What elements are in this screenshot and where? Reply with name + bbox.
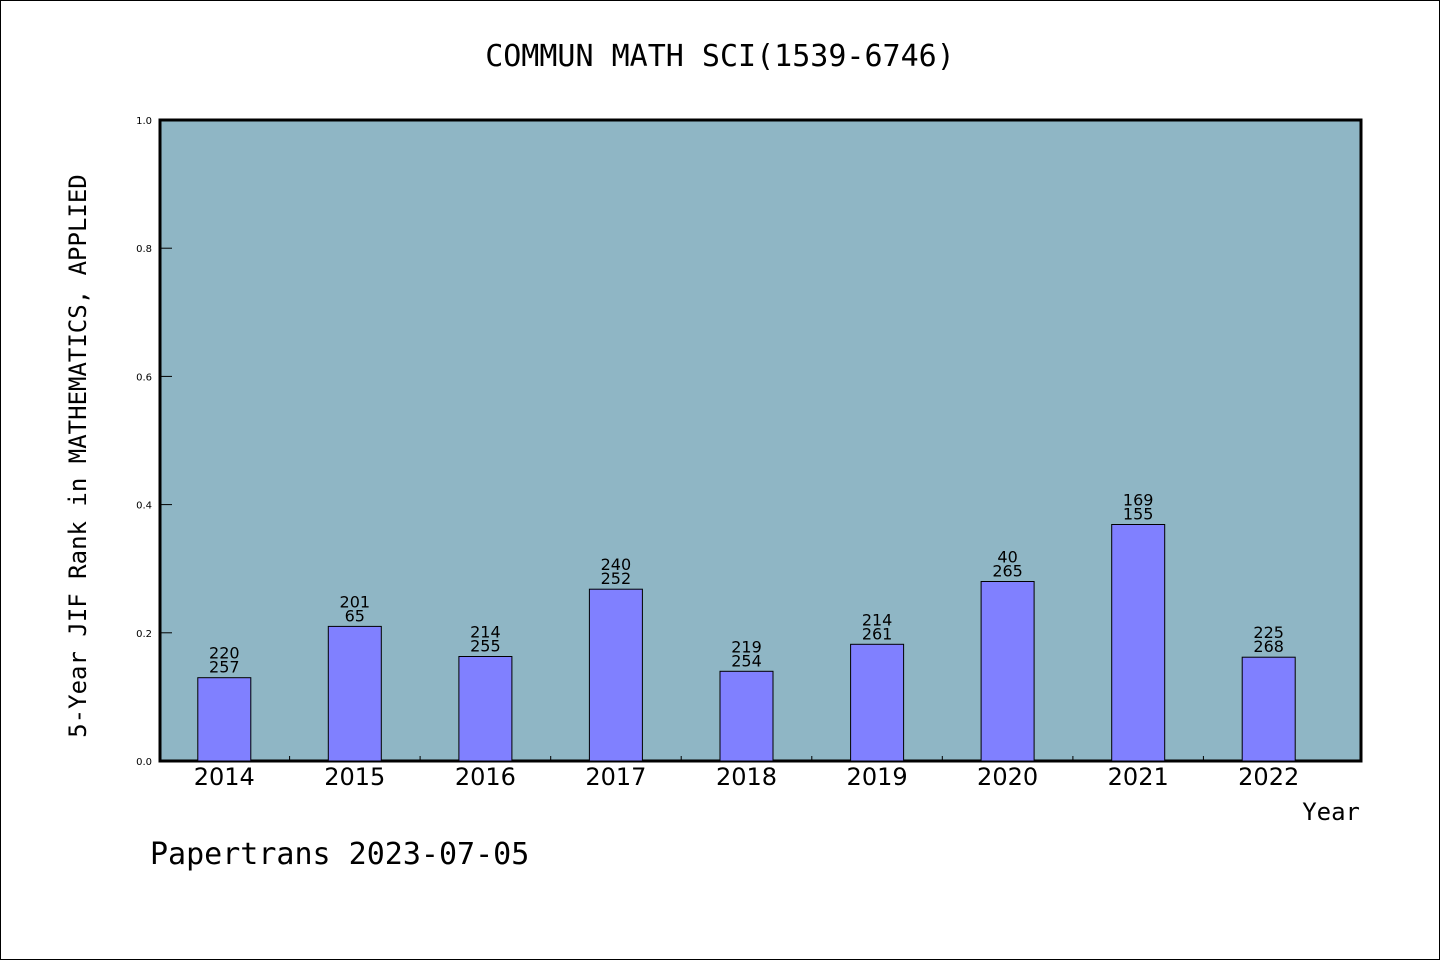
data-labels-group: 2202572016521425524025221925421426140265… bbox=[209, 491, 1284, 677]
data-label-bottom-2019: 261 bbox=[862, 624, 893, 643]
y-tick-label-1.0: 1.0 bbox=[136, 116, 152, 127]
data-label-bottom-2021: 155 bbox=[1123, 505, 1154, 524]
y-tick-label-0.2: 0.2 bbox=[136, 629, 152, 640]
bar-2017 bbox=[588, 588, 643, 762]
data-label-top-2021: 169 bbox=[1123, 491, 1154, 510]
data-label-top-2018: 219 bbox=[731, 637, 762, 656]
x-tick-label-2020: 2020 bbox=[977, 763, 1038, 791]
data-label-bottom-2018: 254 bbox=[731, 651, 762, 670]
y-axis-label: 5-Year JIF Rank in MATHEMATICS, APPLIED bbox=[64, 174, 92, 738]
bar-2015 bbox=[327, 625, 382, 762]
x-tick-label-2014: 2014 bbox=[194, 763, 255, 791]
data-label-bottom-2017: 252 bbox=[601, 569, 632, 588]
bar-2014 bbox=[197, 677, 252, 762]
data-label-top-2014: 220 bbox=[209, 644, 240, 663]
bar-2021 bbox=[1111, 524, 1166, 762]
chart-title: COMMUN MATH SCI(1539-6746) bbox=[485, 39, 955, 74]
bar-2022 bbox=[1241, 656, 1296, 762]
x-tick-label-2015: 2015 bbox=[324, 763, 385, 791]
bar-2016 bbox=[458, 656, 513, 762]
y-tick-label-0.6: 0.6 bbox=[136, 372, 152, 383]
x-tick-label-2016: 2016 bbox=[455, 763, 516, 791]
x-tick-label-2018: 2018 bbox=[716, 763, 777, 791]
bars-group bbox=[197, 524, 1296, 762]
footer-text: Papertrans 2023-07-05 bbox=[150, 837, 529, 872]
data-label-bottom-2020: 265 bbox=[992, 562, 1023, 581]
bar-2018 bbox=[719, 670, 774, 762]
data-label-top-2019: 214 bbox=[862, 610, 893, 629]
bar-2019 bbox=[850, 643, 905, 762]
data-label-bottom-2015: 65 bbox=[345, 606, 365, 625]
x-tick-label-2019: 2019 bbox=[847, 763, 908, 791]
bar-2020 bbox=[980, 581, 1035, 762]
x-tick-label-2021: 2021 bbox=[1108, 763, 1169, 791]
y-tick-label-0.8: 0.8 bbox=[136, 244, 152, 255]
data-label-bottom-2014: 257 bbox=[209, 658, 240, 677]
data-label-top-2020: 40 bbox=[997, 548, 1017, 567]
data-label-top-2022: 225 bbox=[1253, 623, 1284, 642]
data-label-top-2017: 240 bbox=[601, 555, 632, 574]
x-ticks-group: 2014 2015 2016 2017 2018 2019 2020 2021 2022 bbox=[194, 756, 1299, 791]
y-tick-label-0.4: 0.4 bbox=[136, 501, 152, 512]
x-tick-label-2017: 2017 bbox=[585, 763, 646, 791]
data-label-top-2016: 214 bbox=[470, 623, 501, 642]
y-tick-label-0.0: 0.0 bbox=[136, 757, 152, 768]
x-axis-label: Year bbox=[1302, 798, 1360, 826]
data-label-bottom-2022: 268 bbox=[1253, 637, 1284, 656]
y-ticks-group: 0.0 0.2 0.4 0.6 0.8 1.0 bbox=[136, 116, 172, 768]
data-label-top-2015: 201 bbox=[340, 592, 371, 611]
x-tick-label-2022: 2022 bbox=[1238, 763, 1299, 791]
data-label-bottom-2016: 255 bbox=[470, 637, 501, 656]
